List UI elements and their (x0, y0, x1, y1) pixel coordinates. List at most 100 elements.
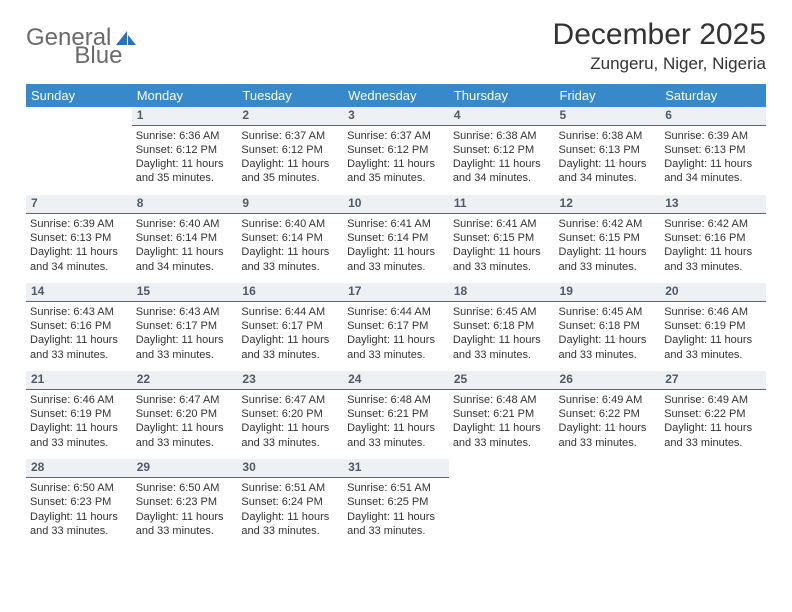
page-title: December 2025 (553, 18, 766, 52)
day-number: 29 (132, 459, 238, 477)
day-number: 1 (132, 107, 238, 125)
day-number: 19 (555, 283, 661, 301)
day-header: Wednesday (343, 84, 449, 107)
daylight-text: Daylight: 11 hours and 33 minutes. (241, 421, 339, 450)
day-number-row: 14151617181920 (26, 283, 766, 301)
daylight-text: Daylight: 11 hours and 33 minutes. (559, 333, 657, 362)
day-cell (26, 125, 132, 195)
day-number: 8 (132, 195, 238, 213)
day-cell: Sunrise: 6:46 AMSunset: 6:19 PMDaylight:… (26, 389, 132, 459)
sunrise-text: Sunrise: 6:36 AM (136, 129, 234, 143)
day-cell: Sunrise: 6:40 AMSunset: 6:14 PMDaylight:… (237, 213, 343, 283)
day-number: 15 (132, 283, 238, 301)
sunrise-text: Sunrise: 6:42 AM (559, 217, 657, 231)
logo-text-blue: Blue (74, 42, 122, 70)
day-content-row: Sunrise: 6:36 AMSunset: 6:12 PMDaylight:… (26, 125, 766, 195)
day-number: 31 (343, 459, 449, 477)
daylight-text: Daylight: 11 hours and 34 minutes. (453, 157, 551, 186)
daylight-text: Daylight: 11 hours and 33 minutes. (664, 333, 762, 362)
sunset-text: Sunset: 6:25 PM (347, 495, 445, 509)
day-cell: Sunrise: 6:41 AMSunset: 6:14 PMDaylight:… (343, 213, 449, 283)
day-number: 6 (660, 107, 766, 125)
day-number: 16 (237, 283, 343, 301)
day-content-row: Sunrise: 6:43 AMSunset: 6:16 PMDaylight:… (26, 301, 766, 371)
sunset-text: Sunset: 6:12 PM (453, 143, 551, 157)
sunset-text: Sunset: 6:17 PM (241, 319, 339, 333)
sunrise-text: Sunrise: 6:43 AM (30, 305, 128, 319)
day-cell (449, 477, 555, 547)
day-cell: Sunrise: 6:37 AMSunset: 6:12 PMDaylight:… (343, 125, 449, 195)
day-number: 22 (132, 371, 238, 389)
day-cell: Sunrise: 6:48 AMSunset: 6:21 PMDaylight:… (449, 389, 555, 459)
daylight-text: Daylight: 11 hours and 33 minutes. (559, 421, 657, 450)
daylight-text: Daylight: 11 hours and 33 minutes. (30, 421, 128, 450)
sunset-text: Sunset: 6:22 PM (664, 407, 762, 421)
day-cell: Sunrise: 6:43 AMSunset: 6:16 PMDaylight:… (26, 301, 132, 371)
day-number: 17 (343, 283, 449, 301)
day-header: Monday (132, 84, 238, 107)
day-cell: Sunrise: 6:47 AMSunset: 6:20 PMDaylight:… (237, 389, 343, 459)
sunrise-text: Sunrise: 6:43 AM (136, 305, 234, 319)
day-cell: Sunrise: 6:48 AMSunset: 6:21 PMDaylight:… (343, 389, 449, 459)
day-cell (555, 477, 661, 547)
daylight-text: Daylight: 11 hours and 35 minutes. (347, 157, 445, 186)
sunrise-text: Sunrise: 6:41 AM (347, 217, 445, 231)
day-header: Saturday (660, 84, 766, 107)
daylight-text: Daylight: 11 hours and 33 minutes. (347, 245, 445, 274)
day-number: 23 (237, 371, 343, 389)
day-cell: Sunrise: 6:50 AMSunset: 6:23 PMDaylight:… (132, 477, 238, 547)
daylight-text: Daylight: 11 hours and 33 minutes. (347, 333, 445, 362)
header: General Blue December 2025 Zungeru, Nige… (26, 18, 766, 74)
sunrise-text: Sunrise: 6:49 AM (559, 393, 657, 407)
sunset-text: Sunset: 6:16 PM (664, 231, 762, 245)
day-content-row: Sunrise: 6:46 AMSunset: 6:19 PMDaylight:… (26, 389, 766, 459)
day-cell: Sunrise: 6:47 AMSunset: 6:20 PMDaylight:… (132, 389, 238, 459)
sunset-text: Sunset: 6:16 PM (30, 319, 128, 333)
day-number: 25 (449, 371, 555, 389)
daylight-text: Daylight: 11 hours and 34 minutes. (136, 245, 234, 274)
sunrise-text: Sunrise: 6:38 AM (559, 129, 657, 143)
day-content-row: Sunrise: 6:50 AMSunset: 6:23 PMDaylight:… (26, 477, 766, 547)
sunset-text: Sunset: 6:14 PM (241, 231, 339, 245)
day-cell: Sunrise: 6:39 AMSunset: 6:13 PMDaylight:… (26, 213, 132, 283)
sunrise-text: Sunrise: 6:47 AM (241, 393, 339, 407)
day-number: 5 (555, 107, 661, 125)
day-number: 4 (449, 107, 555, 125)
day-cell: Sunrise: 6:40 AMSunset: 6:14 PMDaylight:… (132, 213, 238, 283)
sunset-text: Sunset: 6:19 PM (664, 319, 762, 333)
day-number: 28 (26, 459, 132, 477)
day-cell: Sunrise: 6:42 AMSunset: 6:16 PMDaylight:… (660, 213, 766, 283)
day-cell: Sunrise: 6:51 AMSunset: 6:25 PMDaylight:… (343, 477, 449, 547)
day-number: 14 (26, 283, 132, 301)
sunrise-text: Sunrise: 6:50 AM (30, 481, 128, 495)
day-cell: Sunrise: 6:41 AMSunset: 6:15 PMDaylight:… (449, 213, 555, 283)
daylight-text: Daylight: 11 hours and 33 minutes. (453, 333, 551, 362)
sunrise-text: Sunrise: 6:45 AM (453, 305, 551, 319)
day-number: 12 (555, 195, 661, 213)
sunset-text: Sunset: 6:15 PM (453, 231, 551, 245)
sunrise-text: Sunrise: 6:42 AM (664, 217, 762, 231)
daylight-text: Daylight: 11 hours and 33 minutes. (559, 245, 657, 274)
daylight-text: Daylight: 11 hours and 33 minutes. (347, 510, 445, 539)
day-cell: Sunrise: 6:38 AMSunset: 6:13 PMDaylight:… (555, 125, 661, 195)
day-cell: Sunrise: 6:44 AMSunset: 6:17 PMDaylight:… (237, 301, 343, 371)
daylight-text: Daylight: 11 hours and 33 minutes. (664, 421, 762, 450)
day-number: 3 (343, 107, 449, 125)
day-header: Sunday (26, 84, 132, 107)
sunrise-text: Sunrise: 6:40 AM (136, 217, 234, 231)
daylight-text: Daylight: 11 hours and 33 minutes. (136, 510, 234, 539)
day-number-row: 28293031 (26, 459, 766, 477)
day-header: Thursday (449, 84, 555, 107)
day-cell: Sunrise: 6:44 AMSunset: 6:17 PMDaylight:… (343, 301, 449, 371)
daylight-text: Daylight: 11 hours and 34 minutes. (559, 157, 657, 186)
day-number-row: 123456 (26, 107, 766, 125)
sunrise-text: Sunrise: 6:49 AM (664, 393, 762, 407)
day-cell: Sunrise: 6:51 AMSunset: 6:24 PMDaylight:… (237, 477, 343, 547)
day-number: 13 (660, 195, 766, 213)
day-number: 11 (449, 195, 555, 213)
title-block: December 2025 Zungeru, Niger, Nigeria (553, 18, 766, 74)
day-header: Friday (555, 84, 661, 107)
day-number: 10 (343, 195, 449, 213)
sunrise-text: Sunrise: 6:51 AM (347, 481, 445, 495)
sunset-text: Sunset: 6:21 PM (453, 407, 551, 421)
